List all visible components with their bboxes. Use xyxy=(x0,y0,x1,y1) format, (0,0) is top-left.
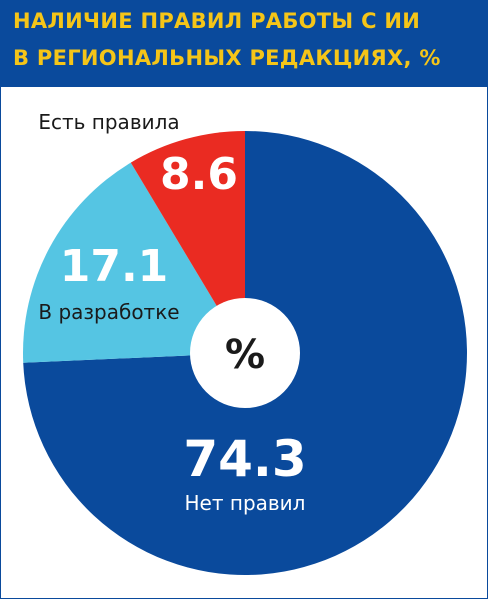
center-percent-label: % xyxy=(225,332,265,378)
chart-title-line-2: В РЕГИОНАЛЬНЫХ РЕДАКЦИЯХ, % xyxy=(13,46,441,70)
slice-value-label-has-rules: 8.6 xyxy=(160,149,238,200)
slice-value-label-in-development: 17.1 xyxy=(60,241,169,292)
slice-name-label-in-development: В разработке xyxy=(38,300,179,324)
slice-value-label-no-rules: 74.3 xyxy=(183,430,306,488)
title-banner: НАЛИЧИЕ ПРАВИЛ РАБОТЫ С ИИ В РЕГИОНАЛЬНЫ… xyxy=(1,1,487,87)
pie-slice-in-development xyxy=(22,162,245,363)
pie-slice-has-rules xyxy=(130,131,245,353)
slice-name-label-has-rules: Есть правила xyxy=(38,110,179,134)
slice-name-label-no-rules: Нет правил xyxy=(185,491,306,515)
pie-center-hole xyxy=(190,298,300,408)
chart-title-line-1: НАЛИЧИЕ ПРАВИЛ РАБОТЫ С ИИ xyxy=(13,9,421,33)
